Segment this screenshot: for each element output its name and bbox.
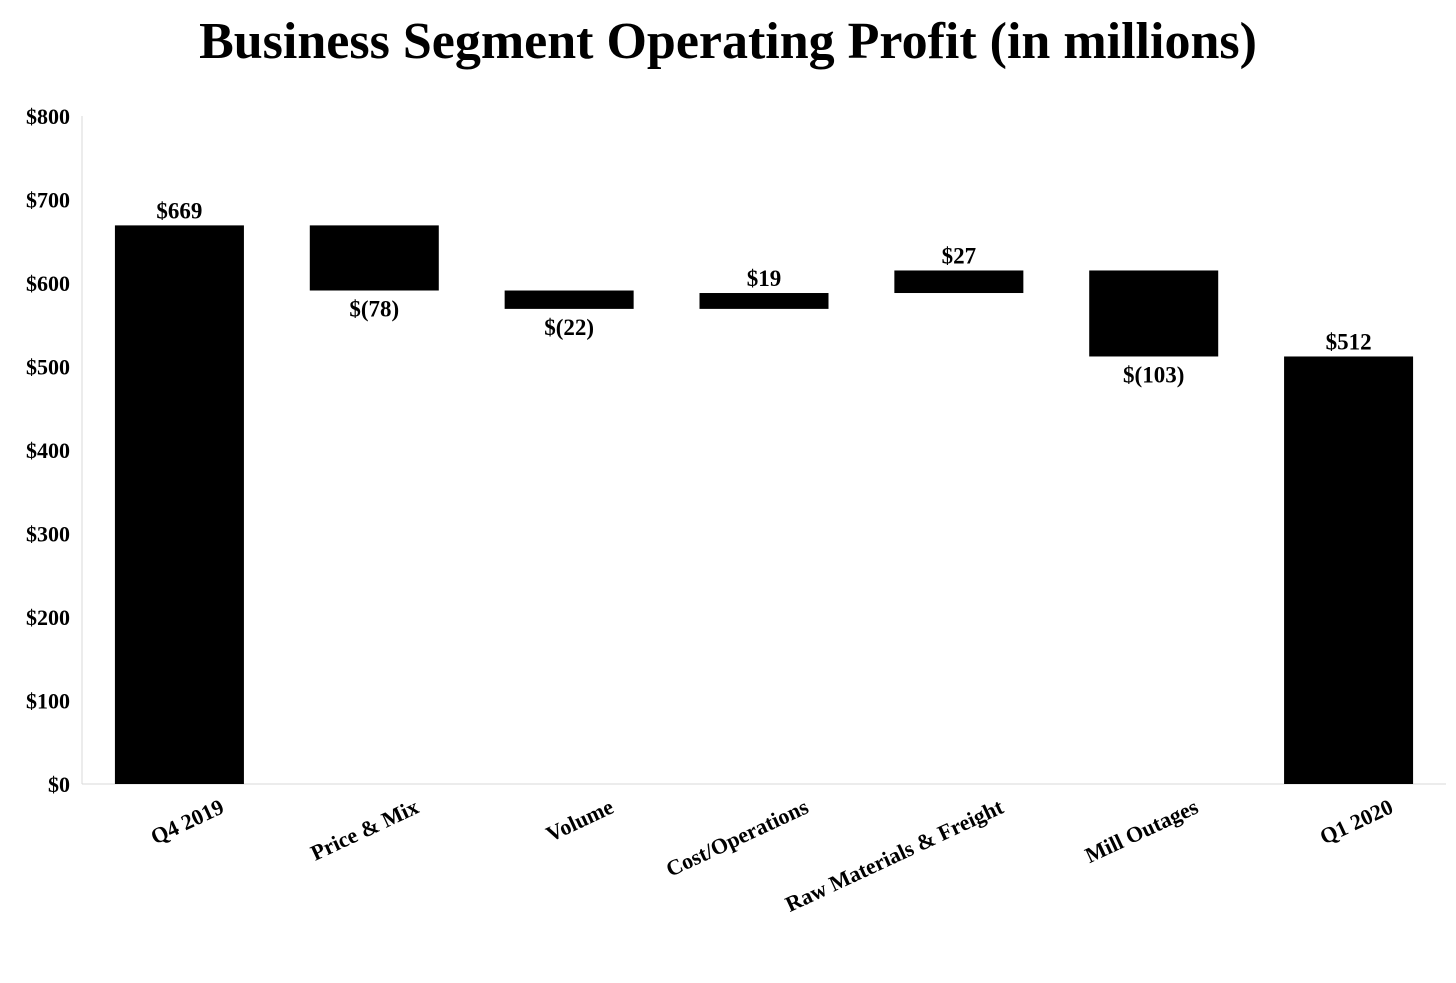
y-tick-label: $300 — [26, 522, 70, 547]
data-label-q1-2020: $512 — [1326, 329, 1372, 354]
y-tick-label: $800 — [26, 104, 70, 129]
y-tick-label: $200 — [26, 605, 70, 630]
x-tick-label-q4-2019: Q4 2019 — [147, 794, 228, 849]
bar-cost-operations — [699, 293, 829, 309]
y-tick-label: $0 — [48, 772, 70, 797]
category-labels: Q4 2019 Price & Mix Volume Cost/OperationsR… — [147, 794, 1397, 917]
bar-mill-outages — [1089, 270, 1219, 357]
y-tick-label: $500 — [26, 355, 70, 380]
x-tick-label-cost-operations: Cost/Operations — [662, 794, 813, 882]
data-label-volume: $(22) — [544, 315, 594, 340]
chart-title: Business Segment Operating Profit (in mi… — [199, 13, 1257, 70]
bar-volume — [504, 290, 634, 309]
data-label-cost-operations: $19 — [747, 266, 782, 291]
y-tick-label: $600 — [26, 271, 70, 296]
data-label-mill-outages: $(103) — [1123, 362, 1184, 387]
x-tick-label-mill-outages: Mill Outages — [1081, 794, 1202, 868]
y-tick-label: $400 — [26, 438, 70, 463]
data-label-q4-2019: $669 — [156, 198, 202, 223]
x-tick-label-price-mix: Price & Mix — [307, 794, 423, 866]
x-tick-label-q1-2020: Q1 2020 — [1316, 794, 1397, 849]
x-tick-label-volume: Volume — [542, 794, 617, 847]
bar-price-mix — [309, 225, 439, 291]
y-tick-label: $100 — [26, 689, 70, 714]
data-label-raw-materials-freight: $27 — [942, 243, 977, 268]
axes: $0 $100 $200 $300 $400 $500 $600 $700 $800 — [26, 104, 1446, 797]
data-label-price-mix: $(78) — [349, 297, 399, 322]
x-tick-label-raw-materials-freight: Raw Materials & Freight — [781, 794, 1007, 917]
bars — [114, 225, 1414, 784]
bar-q4-2019 — [114, 225, 244, 784]
bar-raw-materials-freight — [894, 270, 1024, 294]
y-tick-label: $700 — [26, 188, 70, 213]
data-labels: $669 $(78) $(22) $19 $27 $(103) $512 — [156, 198, 1371, 387]
bar-q1-2020 — [1284, 356, 1414, 784]
